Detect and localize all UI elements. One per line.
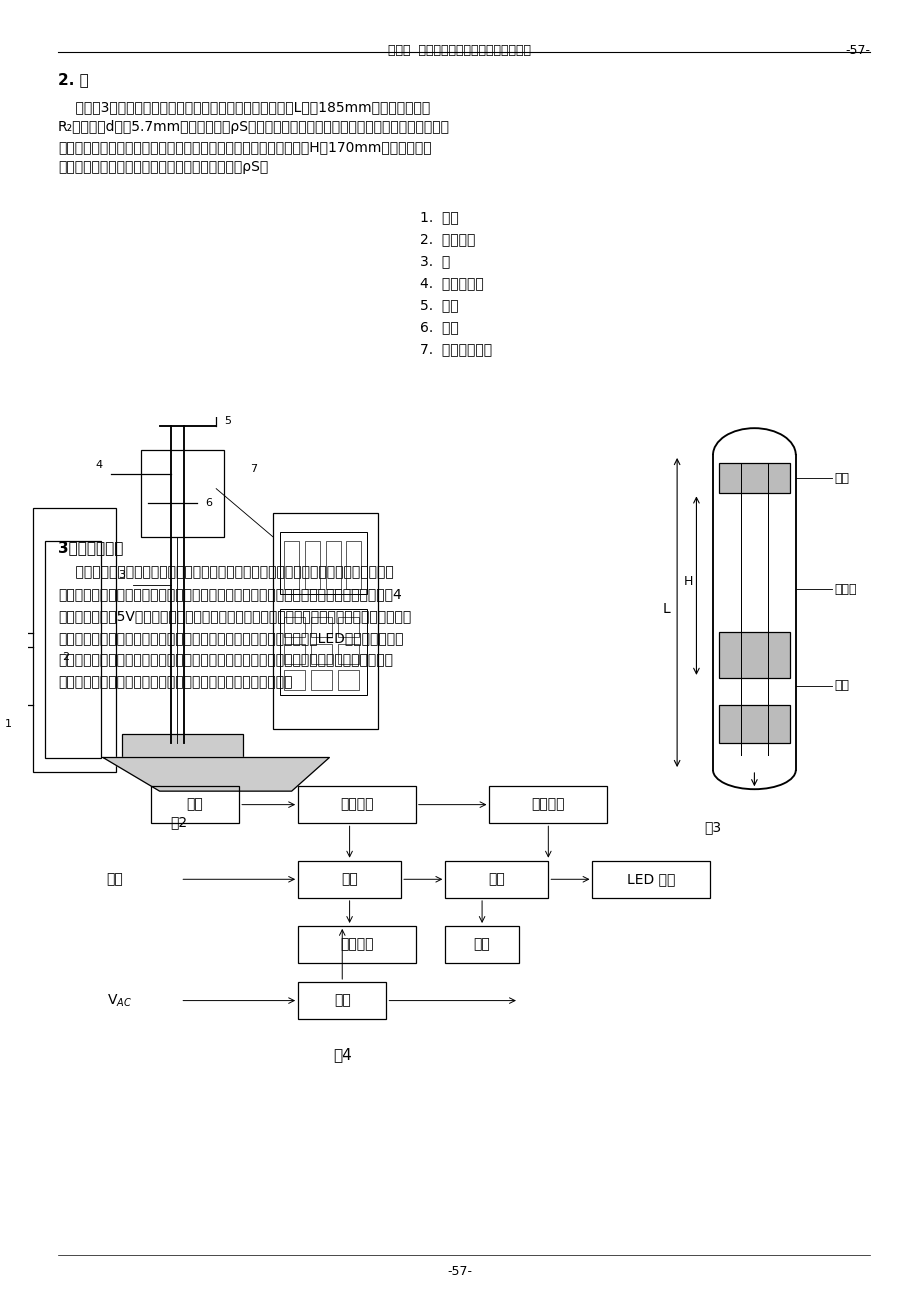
Text: 本体的铝板上。输出信号通过屏蔽电缆、航空插头接到单板机计时器上。其电路方框图如图4: 本体的铝板上。输出信号通过屏蔽电缆、航空插头接到单板机计时器上。其电路方框图如图… [58, 587, 402, 602]
Text: 所示。传感器由5V直流电源供电（来自单片机计时器），外壳用非磁性金属材料（铜）封装，: 所示。传感器由5V直流电源供电（来自单片机计时器），外壳用非磁性金属材料（铜）封… [58, 609, 411, 622]
Text: 输出: 输出 [107, 872, 123, 887]
Text: 6: 6 [205, 499, 211, 508]
Text: V$_{AC}$: V$_{AC}$ [107, 992, 131, 1009]
Text: 3、霍尔传感器: 3、霍尔传感器 [58, 540, 123, 555]
Text: 指示。这种磁传感器的使用，为透明液体的测量带来方便。霍尔传感器有常开、常闭两种类: 指示。这种磁传感器的使用，为透明液体的测量带来方便。霍尔传感器有常开、常闭两种类 [58, 654, 392, 667]
Text: 磁铁: 磁铁 [834, 471, 848, 484]
Bar [718, 704, 789, 743]
Bar [284, 542, 299, 590]
Bar [718, 631, 789, 678]
Text: 图3: 图3 [704, 820, 720, 835]
Text: 驱动: 驱动 [341, 872, 357, 887]
Text: 2. 针: 2. 针 [58, 72, 88, 87]
Text: 6.  落针: 6. 落针 [420, 320, 459, 335]
Text: 3: 3 [119, 570, 126, 579]
Bar [141, 450, 223, 536]
Bar [445, 926, 518, 963]
Bar [489, 786, 607, 823]
Text: 内部两端装有永久磁铁，异名磁极相对。磁铁的同名磁极间的距离为H（170mm），内部有配: 内部两端装有永久磁铁，异名磁极相对。磁铁的同名磁极间的距离为H（170mm），内… [58, 141, 431, 154]
Text: 型，本仪器具有自动识别功能，两种霍尔传感器都适应本仪器。: 型，本仪器具有自动识别功能，两种霍尔传感器都适应本仪器。 [58, 674, 292, 689]
Text: 7.  单片机计时器: 7. 单片机计时器 [420, 342, 492, 355]
Text: H: H [683, 575, 692, 589]
Bar [311, 643, 332, 664]
Bar [151, 786, 239, 823]
Bar [311, 617, 332, 638]
Polygon shape [103, 758, 329, 792]
Bar [280, 608, 367, 695]
Text: 7: 7 [250, 465, 257, 474]
Text: 2.  待测液体: 2. 待测液体 [420, 232, 475, 246]
Text: 微分处量: 微分处量 [531, 798, 564, 811]
Text: 短路保护: 短路保护 [340, 937, 373, 952]
Text: LED 指示: LED 指示 [627, 872, 675, 887]
Bar [325, 542, 340, 590]
Text: 实验三  变温法及旋转法测定液体粘滞系数: 实验三 变温法及旋转法测定液体粘滞系数 [388, 44, 531, 57]
Text: 2: 2 [62, 652, 69, 661]
Text: 补偿: 补偿 [473, 937, 490, 952]
Text: 每当磁铁经过霍尔传感器前端时，传感器即输出一个矩形脉冲，同时有LED（发光二极管）: 每当磁铁经过霍尔传感器前端时，传感器即输出一个矩形脉冲，同时有LED（发光二极管… [58, 631, 403, 644]
Text: 针如图3所示，它是有机玻璃制成的空细长圆柱体，总长为L（约185mm），其外半径为: 针如图3所示，它是有机玻璃制成的空细长圆柱体，总长为L（约185mm），其外半径… [58, 100, 430, 115]
Text: 橡胶管: 橡胶管 [834, 583, 856, 596]
Text: 整形: 整形 [488, 872, 505, 887]
Bar [273, 513, 378, 729]
Bar [592, 861, 709, 898]
Text: 4: 4 [96, 460, 103, 470]
Text: 铅条: 铅条 [834, 680, 848, 691]
Text: 前置放大: 前置放大 [340, 798, 373, 811]
Text: 它是灵敏度极高的开关型霍尔传感器，做成圆柱状，外部有螺纹，可用螺母固定在仪器: 它是灵敏度极高的开关型霍尔传感器，做成圆柱状，外部有螺纹，可用螺母固定在仪器 [58, 565, 393, 579]
Bar [298, 786, 415, 823]
Bar [445, 861, 548, 898]
Text: 重的铅条，改变铅条的数量，可改变针的有效密度ρS。: 重的铅条，改变铅条的数量，可改变针的有效密度ρS。 [58, 160, 268, 174]
Bar [338, 617, 358, 638]
Bar [44, 542, 101, 758]
Bar [298, 926, 415, 963]
Text: R₂，直径为d，约5.7mm，有效密度为ρS，它的下端为半球形，上端为圆台形，便于拉杆相吸。: R₂，直径为d，约5.7mm，有效密度为ρS，它的下端为半球形，上端为圆台形，便… [58, 120, 449, 134]
Text: 1: 1 [6, 719, 12, 729]
Text: 3.  水: 3. 水 [420, 254, 449, 268]
Text: -57-: -57- [844, 44, 869, 57]
Bar [338, 671, 358, 690]
Bar [311, 671, 332, 690]
Bar [33, 508, 116, 772]
Text: 4.  酒精温度计: 4. 酒精温度计 [420, 276, 483, 290]
Text: 1.  水泵: 1. 水泵 [420, 210, 459, 224]
Text: 图2: 图2 [170, 815, 187, 829]
Bar [298, 861, 401, 898]
Bar [121, 733, 243, 758]
Bar [280, 533, 367, 594]
Bar [284, 643, 304, 664]
Text: 稳压: 稳压 [334, 993, 350, 1008]
Bar [338, 643, 358, 664]
Bar [718, 462, 789, 493]
Bar [298, 982, 386, 1019]
Text: L: L [662, 602, 669, 616]
Bar [0, 676, 22, 772]
Bar [284, 671, 304, 690]
Bar [304, 542, 320, 590]
Text: 图4: 图4 [333, 1047, 351, 1062]
Bar [346, 542, 361, 590]
Bar [284, 617, 304, 638]
Text: -57-: -57- [447, 1266, 472, 1279]
Text: 传感: 传感 [187, 798, 203, 811]
Text: 5: 5 [223, 417, 231, 427]
Text: 5.  控杆: 5. 控杆 [420, 298, 459, 312]
